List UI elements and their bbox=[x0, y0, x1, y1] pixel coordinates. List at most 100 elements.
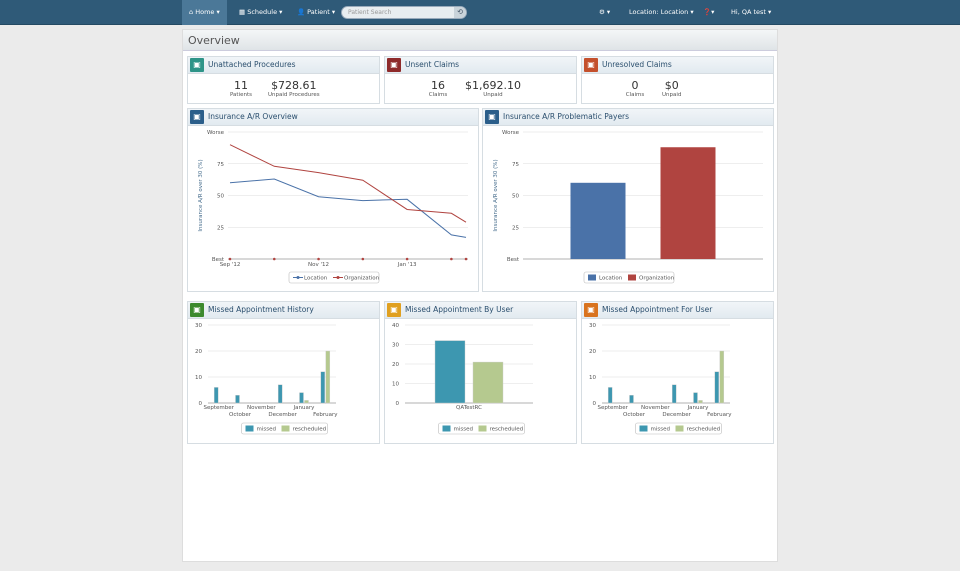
stat-value: 0 bbox=[631, 79, 639, 92]
data-point bbox=[317, 257, 320, 261]
legend-label[interactable]: Organization bbox=[344, 276, 380, 282]
legend: missed rescheduled bbox=[241, 422, 328, 435]
calendar-user-icon: ▣ bbox=[387, 303, 401, 317]
y-tick-label: 20 bbox=[195, 349, 202, 355]
legend-swatch bbox=[639, 425, 648, 432]
x-tick-label: Sep '12 bbox=[220, 262, 241, 268]
legend-label[interactable]: Location bbox=[304, 276, 328, 282]
card-title: Insurance A/R Overview bbox=[208, 112, 298, 121]
y-tick-label: 20 bbox=[392, 362, 399, 368]
stat-label: Patients bbox=[229, 92, 253, 98]
legend-label[interactable]: Location bbox=[599, 276, 623, 282]
legend-label[interactable]: rescheduled bbox=[293, 427, 327, 433]
y-tick-label: 40 bbox=[392, 323, 399, 329]
calendar-user-icon: ▣ bbox=[584, 303, 598, 317]
y-tick-label: Worse bbox=[207, 130, 225, 136]
data-point bbox=[272, 257, 276, 261]
card-header: ▣ Insurance A/R Problematic Payers bbox=[483, 109, 773, 126]
bar-missed bbox=[671, 384, 677, 404]
location-dropdown[interactable]: Location: Location ▾ bbox=[629, 8, 694, 16]
bar-missed bbox=[607, 387, 613, 404]
bar-rescheduled bbox=[698, 400, 703, 404]
nav-home[interactable]: ⌂ Home ▾ bbox=[182, 0, 227, 25]
user-menu[interactable]: Hi, QA test ▾ bbox=[731, 8, 772, 16]
legend: Location Organization bbox=[583, 271, 675, 284]
top-navbar: ⌂ Home ▾ ▦ Schedule ▾ 👤 Patient ▾ Patien… bbox=[0, 0, 960, 25]
chart: Best 25 50 75 Worse Insurance A/R over 30 (%)… bbox=[493, 130, 763, 284]
card-header: ▣ Unattached Procedures bbox=[188, 57, 379, 74]
y-tick-label: 30 bbox=[589, 323, 596, 329]
legend-label[interactable]: rescheduled bbox=[490, 427, 524, 433]
card-title: Missed Appointment By User bbox=[405, 305, 514, 314]
x-tick-label: November bbox=[641, 405, 670, 411]
y-tick-label: 10 bbox=[195, 375, 202, 381]
stat-value: $728.61 bbox=[271, 79, 317, 92]
legend-swatch bbox=[245, 425, 254, 432]
stat-value: $0 bbox=[664, 79, 679, 92]
nav-schedule[interactable]: ▦ Schedule ▾ bbox=[239, 8, 283, 16]
x-tick-label: February bbox=[707, 412, 732, 418]
stat-value: $1,692.10 bbox=[465, 79, 521, 92]
data-point bbox=[228, 257, 232, 261]
card-header: ▣ Missed Appointment History bbox=[188, 302, 379, 319]
legend-swatch bbox=[442, 425, 451, 432]
chart: 0 10 20 30 SeptemberOctoberNovemberDecemberJ… bbox=[589, 323, 732, 435]
y-tick-label: 75 bbox=[512, 162, 519, 168]
stat-label: Unpaid bbox=[483, 92, 503, 98]
card-title: Missed Appointment For User bbox=[602, 305, 713, 314]
y-tick-label: Best bbox=[212, 257, 225, 263]
card-title: Unresolved Claims bbox=[602, 60, 672, 69]
legend: missed rescheduled bbox=[635, 422, 722, 435]
card-header: ▣ Unresolved Claims bbox=[582, 57, 773, 74]
stat: $0 Unpaid bbox=[662, 79, 681, 98]
card-header: ▣ Missed Appointment For User bbox=[582, 302, 773, 319]
y-tick-label: 0 bbox=[199, 401, 203, 407]
help-question-icon[interactable]: ❓▾ bbox=[703, 8, 715, 16]
x-tick-label: January bbox=[293, 405, 316, 411]
data-point bbox=[361, 257, 365, 261]
y-tick-label: 20 bbox=[589, 349, 596, 355]
settings-gear-icon[interactable]: ⚙ ▾ bbox=[599, 8, 611, 16]
bar-rescheduled bbox=[472, 361, 504, 404]
x-tick-label: Nov '12 bbox=[308, 262, 329, 268]
search-icon[interactable]: ⟲ bbox=[454, 7, 466, 18]
legend-label[interactable]: missed bbox=[257, 427, 277, 433]
bar-missed bbox=[693, 392, 698, 404]
y-tick-label: 25 bbox=[512, 225, 519, 231]
stat-label: Unpaid bbox=[662, 92, 682, 98]
patient-search-input[interactable]: Patient Search ⟲ bbox=[341, 6, 467, 19]
bar-location bbox=[570, 182, 626, 259]
stat-card: ▣ Unattached Procedures 11 Patients $728.61 U… bbox=[187, 56, 380, 104]
x-tick-label: QATestRC bbox=[456, 405, 482, 411]
stat: $728.61 Unpaid Procedures bbox=[268, 79, 320, 98]
chart: 0 10 20 30 40 QATestRC missed rescheduled bbox=[392, 323, 533, 435]
stat-label: Claims bbox=[428, 92, 448, 98]
stat-label: Claims bbox=[625, 92, 645, 98]
legend-label[interactable]: rescheduled bbox=[687, 427, 721, 433]
x-tick-label: October bbox=[229, 412, 252, 418]
bar-rescheduled bbox=[719, 350, 725, 404]
legend-label[interactable]: missed bbox=[454, 427, 474, 433]
x-tick-label: October bbox=[623, 412, 646, 418]
data-point bbox=[450, 257, 453, 261]
claim-lock-icon: ▣ bbox=[387, 58, 401, 72]
legend-label[interactable]: Organization bbox=[639, 276, 675, 282]
card-header: ▣ Missed Appointment By User bbox=[385, 302, 576, 319]
legend-swatch bbox=[588, 274, 596, 281]
nav-patient[interactable]: 👤 Patient ▾ bbox=[297, 8, 336, 16]
y-tick-label: 10 bbox=[589, 375, 596, 381]
legend-label[interactable]: missed bbox=[651, 427, 671, 433]
chart-card: ▣ Missed Appointment For User 0 10 20 30 Septe… bbox=[581, 301, 774, 444]
y-tick-label: 0 bbox=[593, 401, 597, 407]
x-tick-label: September bbox=[597, 405, 628, 411]
stat: $1,692.10 Unpaid bbox=[465, 79, 521, 98]
legend: missed rescheduled bbox=[438, 422, 525, 435]
calendar-icon: ▣ bbox=[190, 303, 204, 317]
card-title: Insurance A/R Problematic Payers bbox=[503, 112, 630, 121]
stat: 11 Patients bbox=[226, 79, 256, 98]
stat: 16 Claims bbox=[423, 79, 453, 98]
x-tick-label: February bbox=[313, 412, 338, 418]
y-tick-label: Worse bbox=[502, 130, 520, 136]
insurance-shield-icon: ▣ bbox=[485, 110, 499, 124]
chart: 0 10 20 30 SeptemberOctoberNovemberDecemberJ… bbox=[195, 323, 338, 435]
